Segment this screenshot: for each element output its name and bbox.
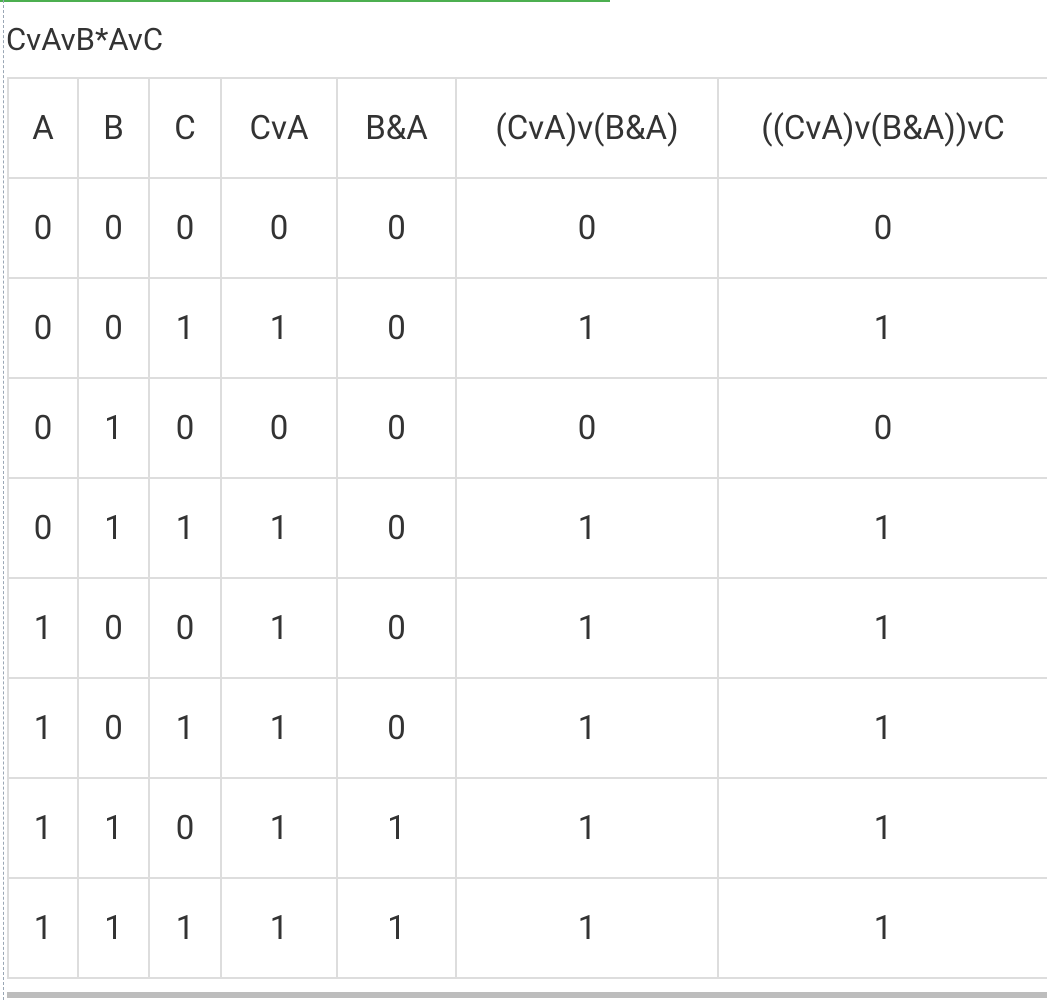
table-cell: 1 bbox=[717, 877, 1047, 979]
table-cell: 0 bbox=[7, 177, 79, 279]
table-cell: 1 bbox=[220, 877, 338, 979]
table-cell: 1 bbox=[148, 677, 222, 779]
top-border bbox=[0, 0, 610, 2]
table-cell: 1 bbox=[7, 777, 79, 879]
table-cell: 1 bbox=[717, 577, 1047, 679]
table-cell: 1 bbox=[220, 677, 338, 779]
table-cell: 1 bbox=[336, 777, 457, 879]
header-cell: B bbox=[77, 77, 150, 179]
table-cell: 1 bbox=[220, 277, 338, 379]
table-cell: 1 bbox=[455, 777, 719, 879]
table-cell: 0 bbox=[77, 277, 150, 379]
table-cell: 0 bbox=[77, 177, 150, 279]
table-cell: 0 bbox=[220, 377, 338, 479]
header-row: A B C CvA B&A (CvA)v(B&A) ((CvA)v(B&A))vC bbox=[7, 77, 1047, 179]
header-cell: ((CvA)v(B&A))vC bbox=[717, 77, 1047, 179]
table-cell: 1 bbox=[7, 677, 79, 779]
header-cell: (CvA)v(B&A) bbox=[455, 77, 719, 179]
table-cell: 0 bbox=[455, 377, 719, 479]
table-cell: 0 bbox=[336, 577, 457, 679]
table-cell: 0 bbox=[336, 477, 457, 579]
table-cell: 1 bbox=[77, 377, 150, 479]
table-cell: 0 bbox=[7, 477, 79, 579]
table-cell: 1 bbox=[148, 477, 222, 579]
table-cell: 0 bbox=[148, 777, 222, 879]
table-cell: 1 bbox=[717, 277, 1047, 379]
table-cell: 1 bbox=[717, 677, 1047, 779]
table-cell: 1 bbox=[455, 577, 719, 679]
table-cell: 1 bbox=[7, 577, 79, 679]
table-cell: 1 bbox=[77, 477, 150, 579]
table-cell: 0 bbox=[148, 177, 222, 279]
table-cell: 0 bbox=[336, 377, 457, 479]
header-cell: C bbox=[148, 77, 222, 179]
table-cell: 1 bbox=[77, 877, 150, 979]
guide-line bbox=[3, 0, 4, 1000]
header-cell: B&A bbox=[336, 77, 457, 179]
table-cell: 1 bbox=[336, 877, 457, 979]
table-cell: 0 bbox=[336, 177, 457, 279]
table-cell: 1 bbox=[220, 477, 338, 579]
table-cell: 1 bbox=[148, 877, 222, 979]
table-cell: 0 bbox=[77, 577, 150, 679]
table-cell: 0 bbox=[455, 177, 719, 279]
table-cell: 1 bbox=[455, 477, 719, 579]
scrollbar bbox=[7, 992, 1047, 998]
table-cell: 1 bbox=[717, 777, 1047, 879]
table-cell: 1 bbox=[220, 577, 338, 679]
table-cell: 1 bbox=[77, 777, 150, 879]
table-cell: 0 bbox=[717, 177, 1047, 279]
table-cell: 1 bbox=[220, 777, 338, 879]
table-cell: 1 bbox=[455, 677, 719, 779]
table-cell: 0 bbox=[7, 377, 79, 479]
table-cell: 0 bbox=[148, 577, 222, 679]
table-cell: 1 bbox=[455, 877, 719, 979]
expression-title: CvAvB*AvC bbox=[6, 21, 163, 58]
table-cell: 1 bbox=[717, 477, 1047, 579]
table-cell: 0 bbox=[717, 377, 1047, 479]
table-cell: 0 bbox=[220, 177, 338, 279]
table-cell: 1 bbox=[455, 277, 719, 379]
table-cell: 1 bbox=[7, 877, 79, 979]
table-cell: 0 bbox=[7, 277, 79, 379]
header-cell: CvA bbox=[220, 77, 338, 179]
table-cell: 1 bbox=[148, 277, 222, 379]
table-cell: 0 bbox=[336, 677, 457, 779]
table-cell: 0 bbox=[336, 277, 457, 379]
header-cell: A bbox=[7, 77, 79, 179]
table-cell: 0 bbox=[148, 377, 222, 479]
table-cell: 0 bbox=[77, 677, 150, 779]
